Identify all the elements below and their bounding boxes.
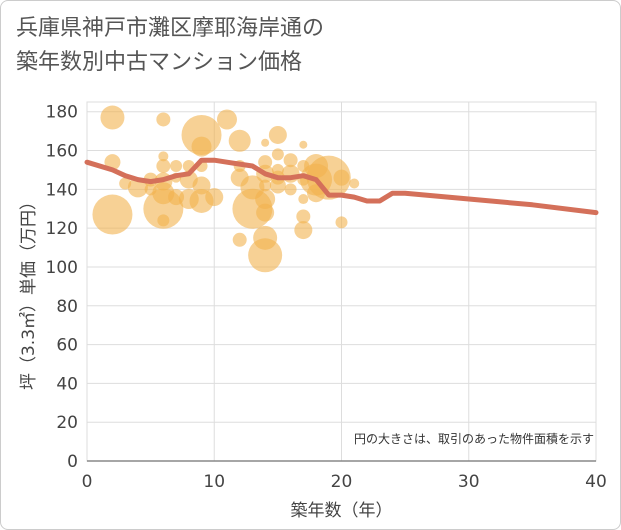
axes: 0 20 40 60 80 100 120 140 160 180 0 10 20 30 40 — [46, 103, 607, 492]
bubble-point — [92, 194, 133, 235]
bubble-point — [268, 125, 287, 144]
bubble-point — [232, 232, 247, 247]
bubble-point — [181, 114, 222, 155]
bubble-point — [294, 221, 313, 240]
x-axis-label: 築年数（年） — [291, 501, 393, 521]
bubble-point — [283, 153, 298, 168]
bubble-point — [261, 138, 270, 147]
chart-title-line2: 築年数別中古マンション価格 — [16, 50, 303, 75]
chart-title-line1: 兵庫県神戸市灘区摩耶海岸通の — [16, 16, 325, 41]
bubble-point — [156, 159, 171, 174]
bubble-point — [216, 109, 237, 130]
y-tick-label: 20 — [56, 413, 78, 433]
y-tick-label: 180 — [46, 103, 78, 123]
chart-title: 兵庫県神戸市灘区摩耶海岸通の 築年数別中古マンション価格 — [16, 12, 324, 80]
bubble-point — [228, 129, 251, 152]
y-tick-label: 0 — [67, 452, 78, 472]
trend-line-group — [84, 157, 599, 216]
bubble-point — [248, 238, 283, 273]
y-tick-label: 60 — [56, 336, 78, 356]
bubble-point — [100, 105, 125, 130]
bubble-point — [158, 151, 169, 162]
bubble-point — [335, 216, 348, 229]
bubble-point — [259, 179, 272, 192]
y-tick-label: 140 — [46, 180, 78, 200]
bubble-point — [157, 214, 170, 227]
y-tick-label: 120 — [46, 219, 78, 239]
bubble-series — [92, 105, 360, 273]
y-axis-label: 坪（3.3㎡）単価（万円） — [19, 193, 39, 390]
bubble-point — [205, 188, 224, 207]
x-tick-label: 0 — [82, 472, 93, 492]
bubble-point — [170, 160, 183, 173]
x-tick-label: 20 — [331, 472, 353, 492]
bubble-point — [255, 189, 276, 210]
bubble-point — [306, 155, 351, 200]
bubble-point — [271, 148, 284, 161]
y-tick-label: 160 — [46, 142, 78, 162]
bubble-point — [333, 169, 350, 186]
bubble-point — [299, 140, 308, 149]
y-tick-label: 40 — [56, 374, 78, 394]
bubble-point — [256, 203, 275, 222]
y-tick-label: 80 — [56, 297, 78, 317]
bubble-point — [269, 177, 286, 194]
x-tick-label: 40 — [585, 472, 607, 492]
trend-line — [84, 157, 599, 216]
bubble-point — [298, 194, 309, 205]
y-tick-label: 100 — [46, 258, 78, 278]
bubble-point — [191, 136, 212, 157]
bubble-point — [296, 209, 311, 224]
bubble-point — [349, 178, 360, 189]
x-tick-label: 10 — [203, 472, 225, 492]
bubble-point — [284, 183, 297, 196]
bubble-point — [156, 112, 171, 127]
bubble-size-note: 円の大きさは、取引のあった物件面積を示す — [354, 431, 594, 446]
x-tick-label: 30 — [458, 472, 480, 492]
